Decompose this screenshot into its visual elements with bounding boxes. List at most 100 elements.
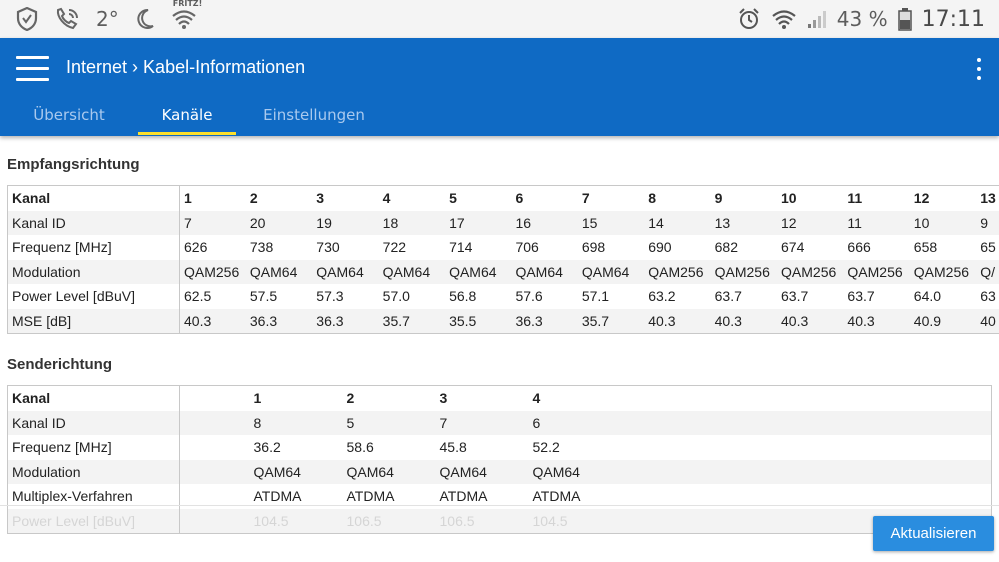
app-bar: Internet › Kabel-Informationen Übersicht…: [0, 38, 999, 136]
table-cell: ATDMA: [532, 488, 581, 505]
tab-uebersicht[interactable]: Übersicht: [33, 106, 105, 124]
table-cell: QAM256: [179, 259, 246, 284]
table-cell: 4: [382, 190, 391, 207]
battery-label: 43 %: [836, 7, 888, 31]
table-cell: QAM64: [245, 259, 313, 284]
table-cell: 104.5: [528, 508, 622, 534]
table-cell: 1: [253, 390, 262, 407]
downstream-row-label: Modulation: [7, 259, 180, 284]
table-cell: QAM64: [445, 259, 512, 284]
table-cell: QAM64: [312, 259, 379, 284]
table-cell: 738: [249, 239, 274, 256]
table-cell: 63.2: [648, 288, 676, 305]
table-cell: 20: [245, 210, 313, 235]
table-cell: 62.5: [184, 288, 212, 305]
table-cell: Q/: [976, 259, 999, 284]
table-cell: 65: [980, 239, 996, 256]
fritz-label: FRITZ!: [172, 0, 203, 8]
page-title: Kabel-Informationen: [143, 57, 306, 77]
table-cell-empty: [180, 386, 250, 411]
table-cell: 35.7: [378, 308, 446, 334]
table-cell: QAM256: [909, 259, 977, 284]
upstream-table: Kanal 1 2 3 4 Kanal ID 8 5 7 6 Frequenz [MHz] 36.2 5…: [7, 385, 992, 534]
table-cell-empty: [622, 386, 992, 411]
table-row: Power Level [dBuV] 104.5 106.5 106.5 104.5: [7, 508, 992, 534]
tab-kanaele[interactable]: Kanäle: [138, 100, 236, 136]
table-cell: 730: [316, 239, 340, 256]
table-cell-empty: [179, 508, 250, 534]
table-row: Frequenz [MHz] 36.2 58.6 45.8 52.2: [7, 435, 992, 460]
tab-einstellungen[interactable]: Einstellungen: [263, 106, 365, 124]
upstream-heading: Senderichtung: [7, 356, 113, 373]
table-cell: 682: [714, 239, 738, 256]
downstream-row-label: MSE [dB]: [7, 308, 180, 334]
table-cell: 58.6: [346, 439, 374, 456]
table-cell: 7: [581, 190, 590, 207]
table-cell: 40: [976, 308, 999, 334]
table-cell: 12: [913, 190, 930, 207]
table-cell: 19: [312, 210, 379, 235]
table-row: Power Level [dBuV] 62.5 57.5 57.3 57.0 56.8 57…: [7, 284, 999, 309]
table-cell: 2: [346, 390, 355, 407]
table-cell: 17: [445, 210, 512, 235]
shield-icon: [16, 7, 38, 31]
table-cell: 40.3: [710, 308, 778, 334]
moon-icon: [135, 8, 155, 30]
main-content: Empfangsrichtung Kanal 1 2 3 4 5 6 7 8 9 10 11 12 13 K…: [0, 137, 999, 562]
table-row: Kanal ID 8 5 7 6: [7, 410, 992, 435]
footer-divider: [0, 505, 999, 506]
table-cell: ATDMA: [439, 488, 488, 505]
chevron-right-icon: ›: [132, 57, 139, 77]
downstream-table: Kanal 1 2 3 4 5 6 7 8 9 10 11 12 13 Kanal ID 7 20 19 18 17 1…: [7, 185, 999, 334]
table-cell: 714: [449, 239, 473, 256]
fritz-wifi-icon: FRITZ!: [171, 0, 202, 30]
upstream-row-label: Kanal ID: [7, 410, 180, 435]
breadcrumb-parent[interactable]: Internet: [66, 57, 128, 77]
table-cell: 63.7: [714, 288, 742, 305]
table-cell: 106.5: [342, 508, 436, 534]
refresh-button[interactable]: Aktualisieren: [873, 516, 994, 551]
table-cell: 40.3: [777, 308, 844, 334]
table-cell: 63: [980, 288, 996, 305]
table-cell: 57.0: [382, 288, 410, 305]
table-cell: 57.3: [316, 288, 344, 305]
table-cell: 666: [847, 239, 871, 256]
breadcrumb: Internet › Kabel-Informationen: [66, 57, 305, 78]
table-cell: 658: [913, 239, 938, 256]
table-row: Kanal 1 2 3 4 5 6 7 8 9 10 11 12 13: [7, 185, 999, 211]
table-cell: 626: [184, 239, 208, 256]
more-options-icon[interactable]: [975, 58, 983, 82]
table-cell: 11: [843, 210, 910, 235]
downstream-row-label: Kanal ID: [7, 210, 180, 235]
table-cell: QAM256: [777, 259, 844, 284]
table-cell-empty: [621, 410, 992, 435]
table-cell: 722: [382, 239, 407, 256]
table-cell: 10: [781, 190, 797, 207]
upstream-row-label: Power Level [dBuV]: [7, 508, 180, 534]
phone-wifi-icon: [54, 7, 80, 31]
downstream-row-label: Frequenz [MHz]: [7, 235, 180, 260]
tab-bar: Übersicht Kanäle Einstellungen: [0, 100, 392, 136]
table-cell: 4: [532, 390, 541, 407]
downstream-row-label: Power Level [dBuV]: [7, 284, 180, 309]
table-cell: 5: [342, 410, 436, 435]
table-row: Kanal 1 2 3 4: [7, 385, 992, 411]
table-cell: 706: [515, 239, 539, 256]
upstream-row-label: Frequenz [MHz]: [7, 435, 180, 460]
downstream-heading: Empfangsrichtung: [7, 156, 140, 173]
table-cell: 7: [435, 410, 529, 435]
table-cell: 36.3: [511, 308, 578, 334]
table-cell: 8: [648, 190, 657, 207]
table-cell: ATDMA: [253, 488, 302, 505]
table-cell-empty: [621, 459, 992, 484]
table-cell: QAM64: [435, 459, 529, 484]
table-row: Multiplex-Verfahren ATDMA ATDMA ATDMA ATDMA: [7, 484, 992, 509]
table-cell: 7: [179, 210, 246, 235]
table-cell: 10: [909, 210, 977, 235]
table-cell: 8: [249, 410, 343, 435]
hamburger-menu-icon[interactable]: [16, 56, 49, 82]
upstream-row-label: Kanal: [7, 385, 180, 411]
table-cell: 9: [714, 190, 723, 207]
upstream-row-label: Modulation: [7, 459, 180, 484]
table-cell: 40.3: [644, 308, 711, 334]
